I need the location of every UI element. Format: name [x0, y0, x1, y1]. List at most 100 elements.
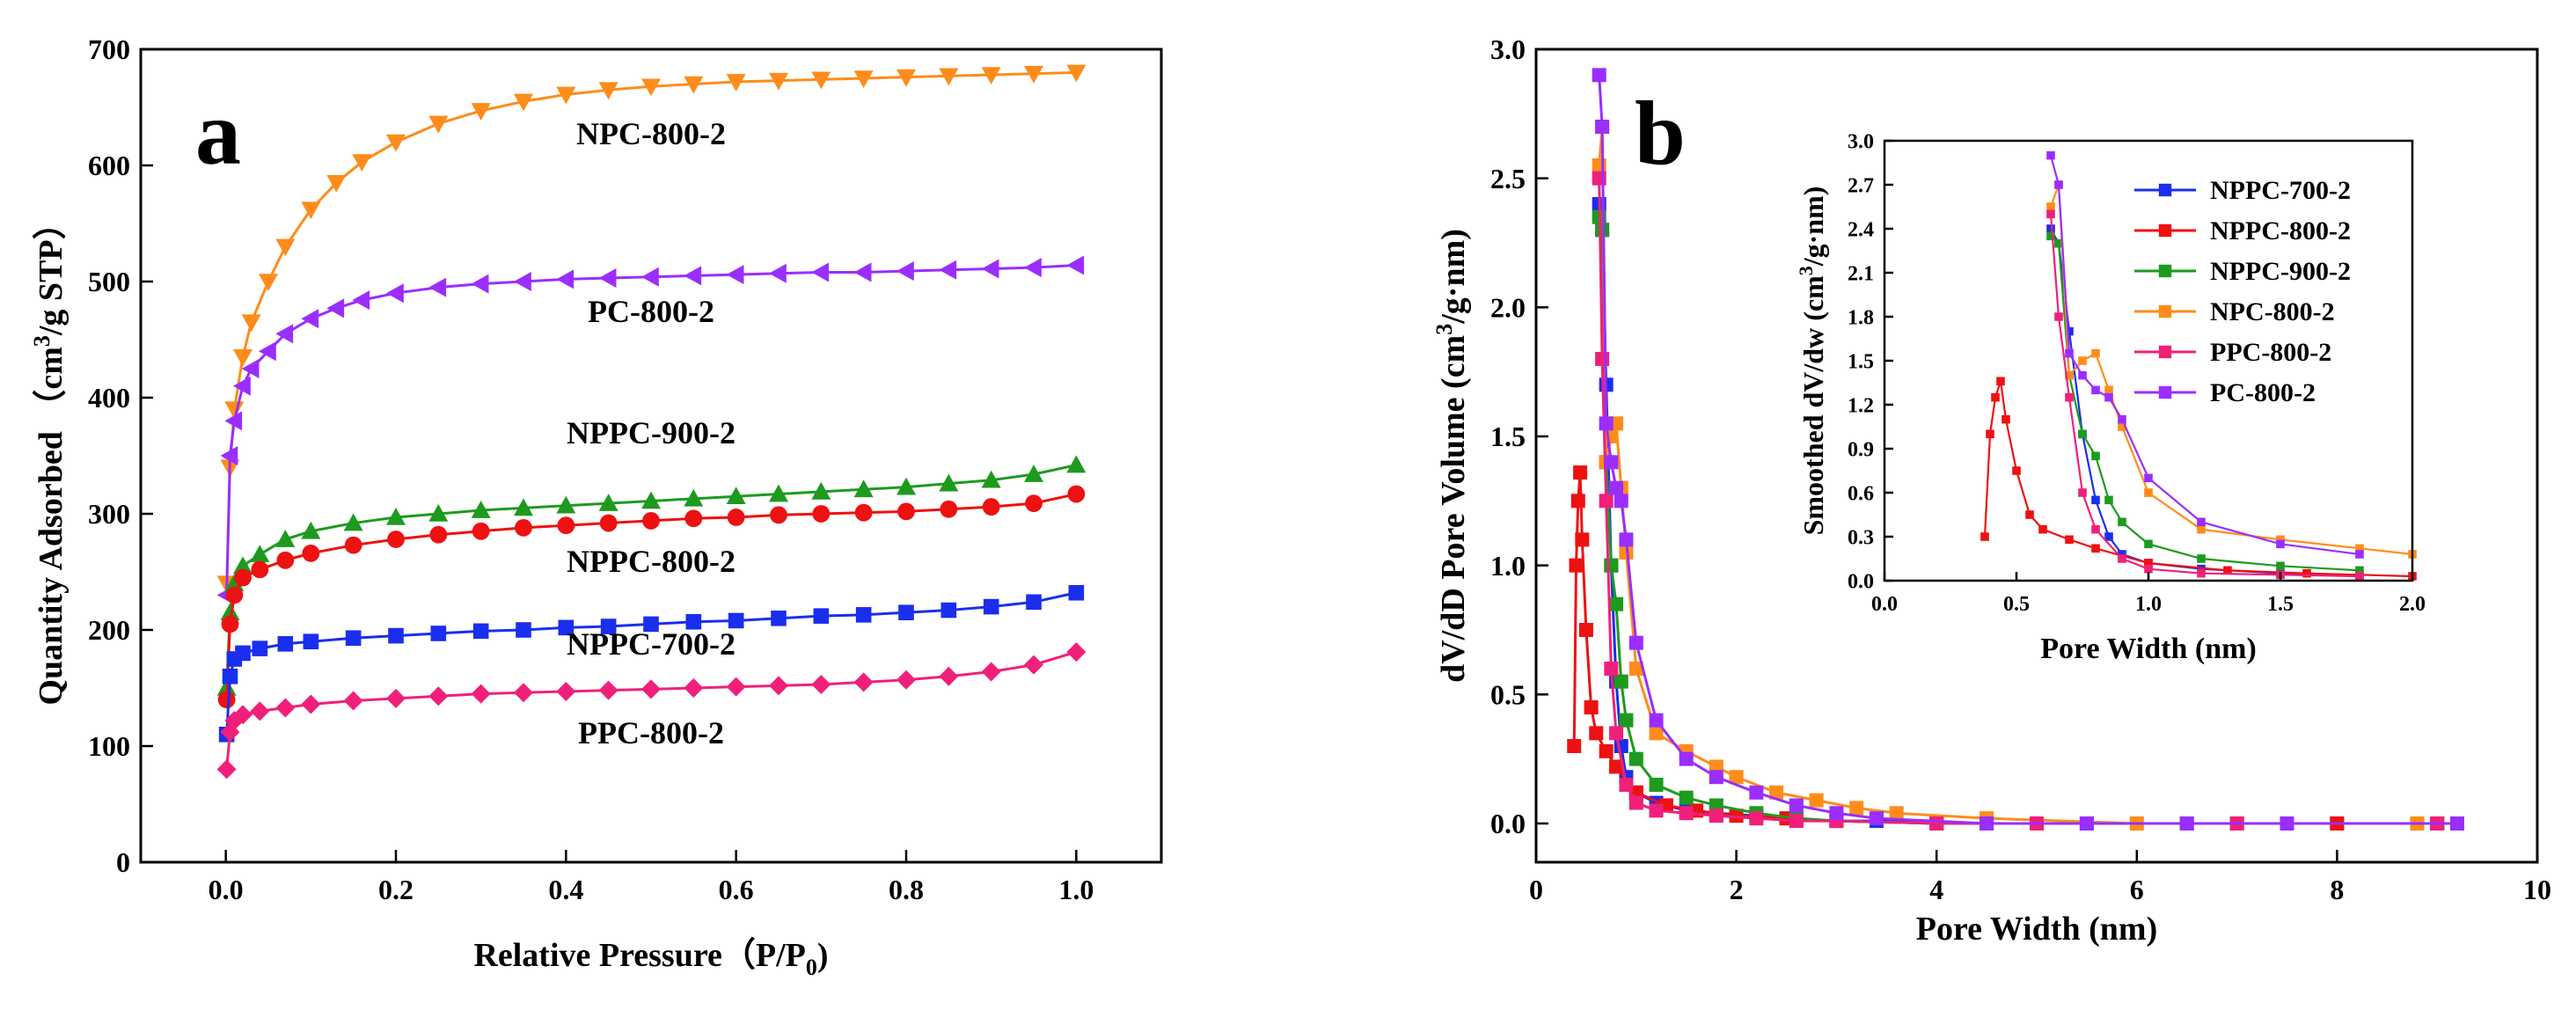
y-tick-label: 2.5: [1490, 163, 1526, 194]
data-point: [1869, 811, 1884, 826]
data-point: [1575, 532, 1590, 547]
data-point: [2065, 326, 2074, 336]
y-tick-label: 2.4: [1848, 218, 1874, 241]
data-point: [1584, 700, 1599, 714]
data-point: [2078, 488, 2087, 497]
data-point: [276, 551, 295, 569]
data-point: [2046, 231, 2055, 241]
data-point: [2144, 539, 2153, 549]
data-point: [241, 359, 260, 378]
data-point: [811, 71, 831, 90]
data-point: [1789, 798, 1804, 813]
data-point: [216, 759, 237, 779]
data-point: [1024, 465, 1043, 482]
data-point: [2091, 451, 2100, 461]
data-point: [343, 513, 363, 531]
data-point: [1679, 806, 1694, 821]
panel-a-letter: a: [195, 83, 241, 184]
data-point: [940, 602, 957, 618]
data-point: [983, 598, 999, 615]
data-point: [429, 525, 448, 544]
data-point: [1614, 494, 1628, 509]
data-point: [241, 314, 261, 333]
data-point: [472, 623, 489, 640]
data-point: [233, 705, 252, 725]
data-point: [1609, 726, 1624, 741]
series-nppc-900-2: [216, 455, 1087, 696]
x-tick-label: 4: [1929, 874, 1943, 905]
data-point: [2012, 466, 2021, 475]
data-point: [1649, 803, 1664, 818]
legend-marker: [2158, 304, 2172, 318]
data-point: [1067, 485, 1086, 503]
data-point: [1749, 785, 1764, 800]
y-tick-label: 500: [88, 266, 130, 297]
data-point: [2065, 370, 2074, 380]
data-point: [1604, 662, 1619, 676]
panel-a-xlabel: Relative Pressure（P/P0): [473, 937, 828, 980]
panel-a-marks: [216, 64, 1087, 779]
data-point: [2197, 564, 2206, 574]
y-tick-label: 700: [88, 33, 130, 65]
y-tick-label: 3.0: [1848, 130, 1874, 153]
legend-marker: [2158, 223, 2172, 238]
data-point: [2118, 422, 2126, 431]
data-point: [982, 498, 1000, 516]
data-point: [1595, 120, 1610, 134]
data-point: [726, 74, 746, 91]
y-tick-label: 2.1: [1848, 262, 1874, 285]
data-point: [1649, 778, 1664, 792]
data-point: [2302, 568, 2311, 578]
data-point: [234, 568, 252, 587]
x-tick-label: 0.8: [889, 874, 924, 905]
legend-item-nppc-800-2: NPPC-800-2: [2134, 216, 2351, 245]
data-point: [301, 694, 321, 714]
data-point: [2197, 517, 2206, 527]
x-tick-label: 0.5: [2003, 593, 2030, 616]
data-point: [386, 507, 406, 525]
data-point: [1570, 494, 1585, 509]
data-point: [1849, 801, 1864, 816]
data-point: [1578, 623, 1593, 637]
data-point: [471, 103, 491, 121]
data-point: [1024, 258, 1042, 278]
data-point: [1066, 455, 1087, 473]
data-point: [1595, 352, 1610, 366]
y-tick-label: 1.8: [1848, 306, 1874, 329]
data-point: [939, 260, 957, 280]
data-point: [2355, 550, 2364, 559]
data-point: [1599, 494, 1614, 509]
data-point: [1980, 816, 1994, 831]
y-tick-label: 0.9: [1848, 438, 1874, 461]
data-point: [233, 349, 252, 367]
x-tick-label: 0.0: [1871, 593, 1898, 616]
series-ppc-800-2: [216, 642, 1087, 779]
data-point: [1599, 416, 1614, 431]
data-point: [1589, 726, 1604, 741]
data-point: [684, 678, 704, 698]
legend-label: NPPC-700-2: [2210, 176, 2351, 205]
annotation-nppc-900-2: NPPC-900-2: [567, 415, 735, 450]
data-point: [2104, 495, 2113, 505]
data-point: [853, 262, 872, 282]
data-point: [428, 686, 449, 706]
data-point: [1769, 785, 1784, 800]
data-point: [1614, 739, 1628, 753]
inset: 0.0 0.5 1.0 1.5 2.0 0.0 0.3 0.6 0.9 1.2 1.5 1.8 2.1 2…: [1795, 130, 2426, 665]
data-point: [344, 536, 362, 554]
data-point: [1679, 751, 1694, 766]
data-point: [2104, 385, 2113, 395]
data-point: [217, 691, 236, 709]
data-point: [1599, 743, 1614, 758]
data-point: [2144, 564, 2153, 574]
data-point: [352, 154, 372, 172]
panel-b-axes: 0 2 4 6 8 10 0.0 0.5 1.0 1.5 2.0 2.5 3.0: [1490, 33, 2551, 905]
data-point: [556, 681, 576, 701]
data-point: [598, 82, 618, 100]
data-point: [726, 265, 744, 285]
data-point: [1604, 558, 1619, 573]
data-point: [259, 341, 276, 362]
panel-b-letter: b: [1635, 83, 1686, 184]
data-point: [598, 680, 618, 700]
data-point: [1996, 377, 2005, 386]
